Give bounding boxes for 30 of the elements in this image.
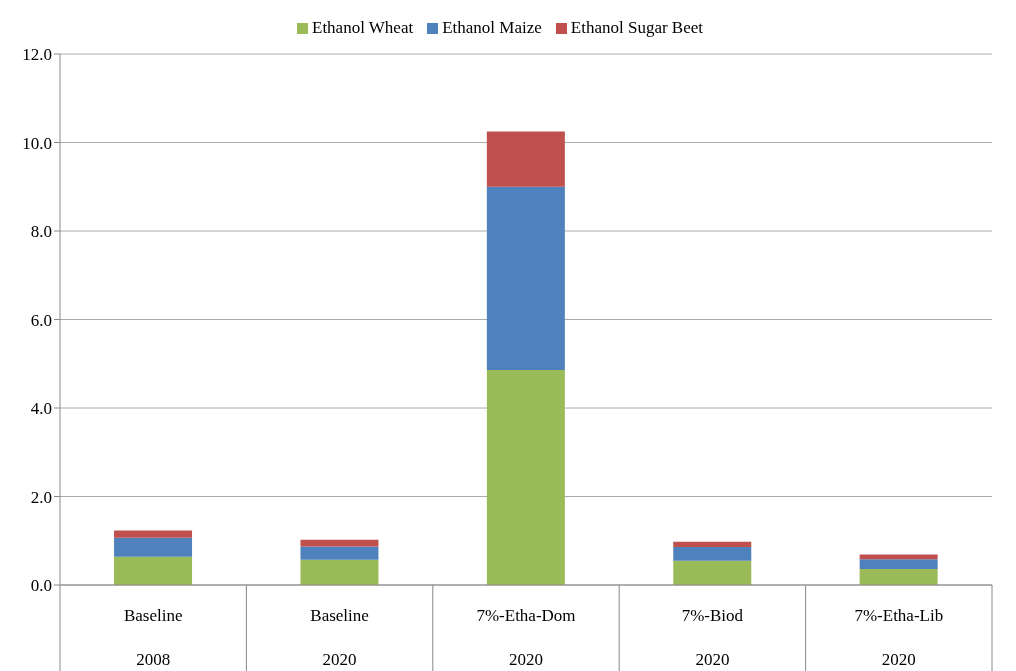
bar (673, 541, 752, 547)
y-tick-label: 2.0 (30, 487, 52, 507)
bar (486, 186, 565, 370)
legend-label: Ethanol Wheat (312, 18, 414, 38)
y-tick-label: 12.0 (22, 45, 52, 65)
category-label: 7%-Etha-Dom 2020 (476, 606, 576, 669)
y-tick-label: 6.0 (30, 310, 52, 330)
category-label: Baseline 2020 (310, 606, 369, 669)
bar (859, 559, 938, 570)
bar (114, 530, 193, 538)
bar (300, 559, 379, 585)
bar (486, 131, 565, 187)
category-label: 7%-Etha-Lib 2020 (854, 606, 944, 669)
legend-label: Ethanol Maize (442, 18, 542, 38)
y-tick-label: 0.0 (30, 576, 52, 596)
bar (486, 369, 565, 585)
bar (673, 560, 752, 585)
category-label: 7%-Biod 2020 (681, 606, 744, 669)
y-tick-label: 4.0 (30, 399, 52, 419)
bar (859, 569, 938, 585)
bar (114, 537, 193, 557)
y-tick-label: 10.0 (22, 133, 52, 153)
bar (114, 556, 193, 585)
y-tick-label: 8.0 (30, 222, 52, 242)
bar (673, 546, 752, 561)
legend-label: Ethanol Sugar Beet (570, 18, 703, 38)
bar (859, 554, 938, 560)
bar (300, 546, 379, 560)
bar (300, 539, 379, 547)
category-label: Baseline 2008 (123, 606, 183, 669)
